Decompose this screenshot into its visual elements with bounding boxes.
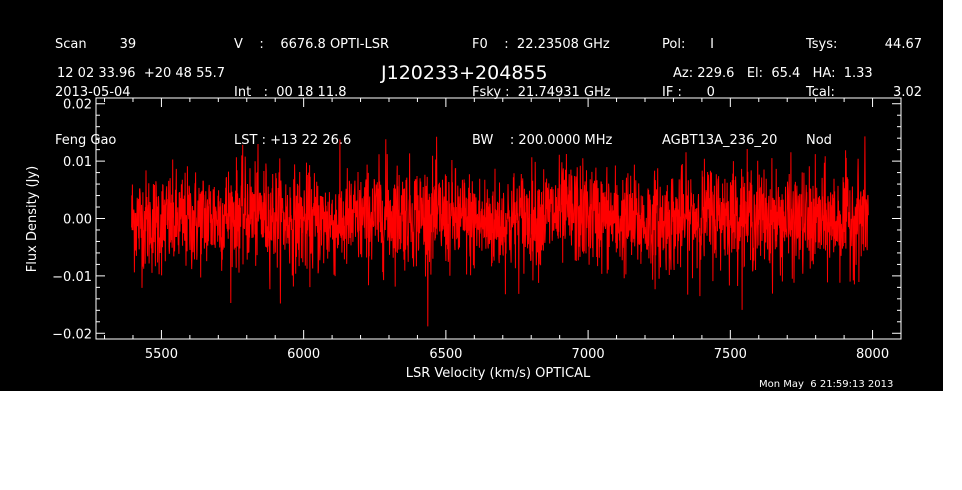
x-axis-label: LSR Velocity (km/s) OPTICAL xyxy=(406,366,591,381)
y-tick-label: −0.01 xyxy=(52,270,92,285)
plot-panel: Scan 39 2013-05-04 Feng Gao V : 6676.8 O… xyxy=(0,0,943,391)
axis-ticks: 5500 6000 6500 7000 7500 8000 −0.02 −0.01 0.00 0.… xyxy=(52,98,902,362)
x-tick-label: 6000 xyxy=(287,347,320,362)
spectrum-line xyxy=(131,136,869,327)
y-tick-label: 0.01 xyxy=(63,155,92,170)
plot-frame xyxy=(95,97,902,340)
integration-label: Int : 00 18 11.8 xyxy=(234,85,347,100)
header-col2: V : 6676.8 OPTI-LSR Int : 00 18 11.8 LST… xyxy=(234,5,389,181)
y-tick-label: 0.00 xyxy=(63,213,92,228)
x-tick-label: 5500 xyxy=(145,347,178,362)
x-tick-label: 7000 xyxy=(572,347,605,362)
header-col6: 44.67 3.02 xyxy=(860,5,922,165)
lst-label: LST : +13 22 26.6 xyxy=(234,133,352,148)
if-label: IF : 0 xyxy=(662,85,715,100)
fsky-label: Fsky : 21.74931 GHz xyxy=(472,85,611,100)
header-col5: Tsys: Tcal: Nod xyxy=(806,5,837,181)
f0-label: F0 : 22.23508 GHz xyxy=(472,37,610,52)
bw-label: BW : 200.0000 MHz xyxy=(472,133,613,148)
scan-label: Scan 39 xyxy=(55,37,137,52)
tcal-key: Tcal: xyxy=(806,85,835,100)
y-tick-label: 0.02 xyxy=(63,98,92,113)
date-label: 2013-05-04 xyxy=(55,85,131,100)
x-tick-label: 6500 xyxy=(429,347,462,362)
tsys-key: Tsys: xyxy=(806,37,838,52)
project-label: AGBT13A_236_20 xyxy=(662,133,778,148)
spectrum-chart: 5500 6000 6500 7000 7500 8000 −0.02 −0.01 0.00 0.… xyxy=(25,97,902,381)
spectrum-trace xyxy=(131,136,869,327)
observer-label: Feng Gao xyxy=(55,133,117,148)
velocity-label: V : 6676.8 OPTI-LSR xyxy=(234,37,390,52)
procedure-label: Nod xyxy=(806,133,832,148)
pol-label: Pol: I xyxy=(662,37,714,52)
tsys-value: 44.67 xyxy=(884,37,922,52)
az-el-ha-label: Az: 229.6 El: 65.4 HA: 1.33 xyxy=(673,66,873,81)
tcal-value: 3.02 xyxy=(893,85,922,100)
y-axis-label: Flux Density (Jy) xyxy=(25,166,40,272)
y-tick-label: −0.02 xyxy=(52,327,92,342)
coordinates-label: 12 02 33.96 +20 48 55.7 xyxy=(57,66,226,81)
x-tick-label: 7500 xyxy=(714,347,747,362)
source-title: J120233+204855 xyxy=(381,62,548,84)
header-col3: F0 : 22.23508 GHz Fsky : 21.74931 GHz BW… xyxy=(472,5,612,181)
header-col1: Scan 39 2013-05-04 Feng Gao xyxy=(55,5,136,181)
x-tick-label: 8000 xyxy=(856,347,889,362)
header-col4: Pol: I IF : 0 AGBT13A_236_20 xyxy=(662,5,777,181)
timestamp-label: Mon May 6 21:59:13 2013 xyxy=(759,379,894,390)
